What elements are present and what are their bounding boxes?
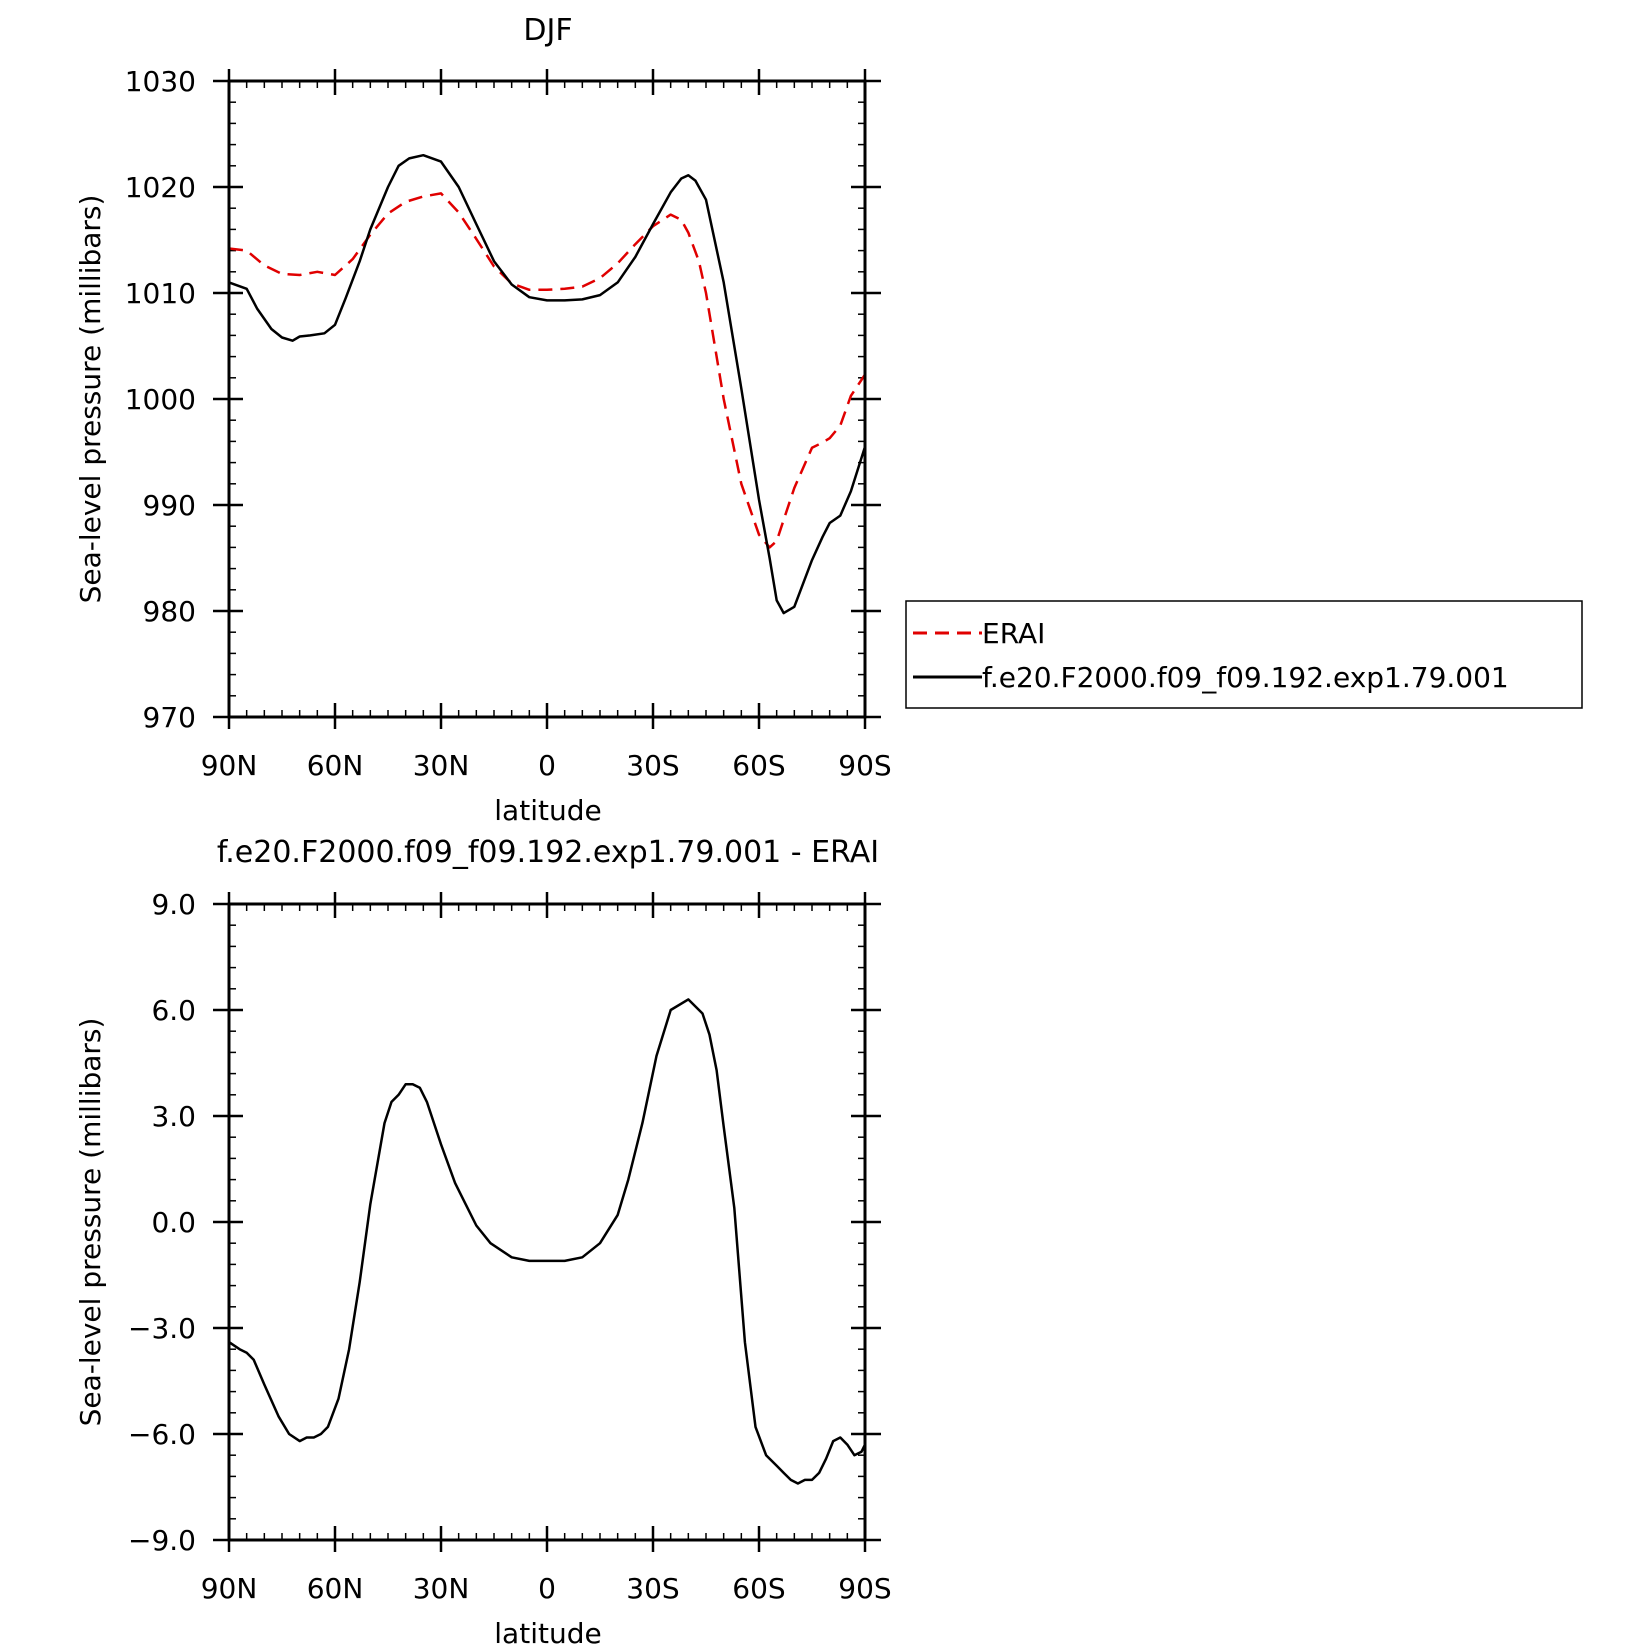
x-tick-label: 30N	[413, 749, 470, 782]
x-tick-label: 30S	[626, 1572, 679, 1605]
series-line-0	[228, 192, 867, 549]
difference-panel: f.e20.F2000.f09_f09.192.exp1.79.001 - ER…	[74, 835, 892, 1647]
sea-level-pressure-panel: DJF 90N 60N 30N 0 30S 60S 90S10301020101010009…	[74, 13, 1583, 827]
series-layer	[228, 153, 867, 615]
x-tick-label: 60S	[732, 749, 785, 782]
panel-title: DJF	[523, 13, 572, 48]
plot-frame	[227, 902, 867, 1542]
y-tick-label: −6.0	[128, 1418, 196, 1451]
y-tick-label: 980	[143, 595, 196, 628]
series-line-1	[228, 153, 867, 615]
panel-title: f.e20.F2000.f09_f09.192.exp1.79.001 - ER…	[217, 835, 879, 870]
x-tick-label: 90N	[201, 749, 258, 782]
y-tick-label: 990	[143, 489, 196, 522]
x-tick-label: 60S	[732, 1572, 785, 1605]
x-tick-label: 60N	[307, 1572, 364, 1605]
series-line-0	[228, 998, 867, 1485]
x-axis-label: latitude	[494, 794, 601, 827]
y-axis-label: Sea-level pressure (millibars)	[74, 1018, 107, 1427]
x-axis-label: latitude	[494, 1617, 601, 1647]
y-tick-label: 3.0	[151, 1100, 196, 1133]
x-tick-label: 0	[538, 749, 556, 782]
y-tick-label: 1020	[125, 171, 196, 204]
y-tick-label: 1030	[125, 65, 196, 98]
x-tick-label: 30N	[413, 1572, 470, 1605]
x-tick-label: 90S	[838, 749, 891, 782]
y-tick-label: 0.0	[151, 1206, 196, 1239]
x-tick-label: 90S	[838, 1572, 891, 1605]
tick-layer: 90N 60N 30N 0 30S 60S 90S 1030 1020 1010 1000 990 98…	[125, 65, 892, 782]
y-tick-label: 6.0	[151, 994, 196, 1027]
tick-layer: 90N 60N 30N 0 30S 60S 90S 9.0 6.0 3.0 0.0 −3.0 −6.0 −…	[128, 888, 892, 1605]
plot-frame	[227, 79, 867, 719]
x-tick-label: 30S	[626, 749, 679, 782]
x-tick-label: 90N	[201, 1572, 258, 1605]
y-tick-label: 1000	[125, 383, 196, 416]
y-tick-label: 970	[143, 701, 196, 734]
y-axis-label: Sea-level pressure (millibars)	[74, 195, 107, 604]
y-tick-label: 9.0	[151, 888, 196, 921]
series-layer	[228, 998, 867, 1485]
y-tick-label: −3.0	[128, 1312, 196, 1345]
legend-label-erai: ERAI	[982, 617, 1045, 650]
legend-label-model: f.e20.F2000.f09_f09.192.exp1.79.001	[982, 661, 1509, 694]
legend: ERAI f.e20.F2000.f09_f09.192.exp1.79.001	[905, 600, 1583, 709]
legend-box	[905, 600, 1583, 709]
x-tick-label: 0	[538, 1572, 556, 1605]
y-tick-label: −9.0	[128, 1524, 196, 1557]
y-tick-label: 1010	[125, 277, 196, 310]
x-tick-label: 60N	[307, 749, 364, 782]
